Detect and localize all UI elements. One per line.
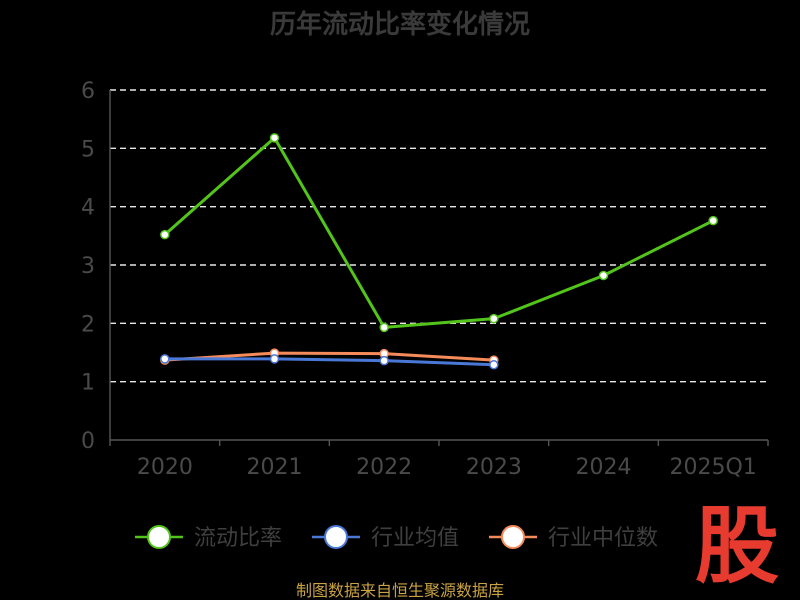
y-tick-label: 6	[81, 79, 95, 104]
y-tick-label: 1	[81, 371, 95, 396]
series-line	[164, 357, 494, 367]
axes	[109, 90, 769, 446]
chart-title: 历年流动比率变化情况	[270, 9, 530, 40]
data-point	[269, 354, 280, 364]
data-point	[489, 360, 499, 370]
data-point	[269, 133, 280, 143]
data-point	[379, 355, 389, 366]
legend-label: 行业均值	[371, 526, 459, 551]
legend-swatch-marker	[147, 525, 171, 549]
x-tick-label: 2022	[356, 455, 412, 480]
legend-label: 流动比率	[194, 526, 282, 551]
series-line	[164, 351, 494, 362]
y-tick-label: 4	[81, 196, 95, 221]
source-note: 制图数据来自恒生聚源数据库	[296, 581, 504, 600]
x-tick-label: 2024	[576, 455, 632, 480]
series-line	[163, 136, 714, 329]
legend-swatch-marker	[324, 525, 348, 549]
y-tick-label: 0	[81, 429, 95, 454]
brand-logo: 股	[695, 497, 779, 595]
grid-lines	[110, 89, 768, 383]
x-tick-label: 2025Q1	[670, 455, 757, 480]
data-point	[160, 229, 170, 240]
x-tick-label: 2020	[137, 455, 193, 480]
data-point	[379, 322, 389, 333]
legend-label: 行业中位数	[548, 526, 658, 551]
data-point	[708, 215, 718, 226]
legend[interactable]: 流动比率 行业均值 行业中位数	[135, 525, 658, 551]
x-tick-label: 2023	[466, 455, 522, 480]
y-tick-label: 5	[81, 137, 95, 162]
y-tick-label: 2	[81, 312, 95, 337]
y-tick-label: 3	[81, 254, 95, 279]
legend-item[interactable]: 行业中位数	[489, 525, 658, 551]
data-point	[489, 313, 499, 324]
x-tick-label: 2021	[247, 455, 303, 480]
data-point	[598, 270, 609, 281]
tick-labels: 0 1 2 3 4 5 6 2020 2021 2022 2023 2024 2025Q1	[81, 79, 757, 480]
series-layer	[160, 133, 718, 370]
legend-item[interactable]: 行业均值	[312, 525, 459, 551]
data-point	[160, 354, 170, 364]
legend-item[interactable]: 流动比率	[135, 525, 282, 551]
legend-swatch-marker	[501, 525, 525, 549]
